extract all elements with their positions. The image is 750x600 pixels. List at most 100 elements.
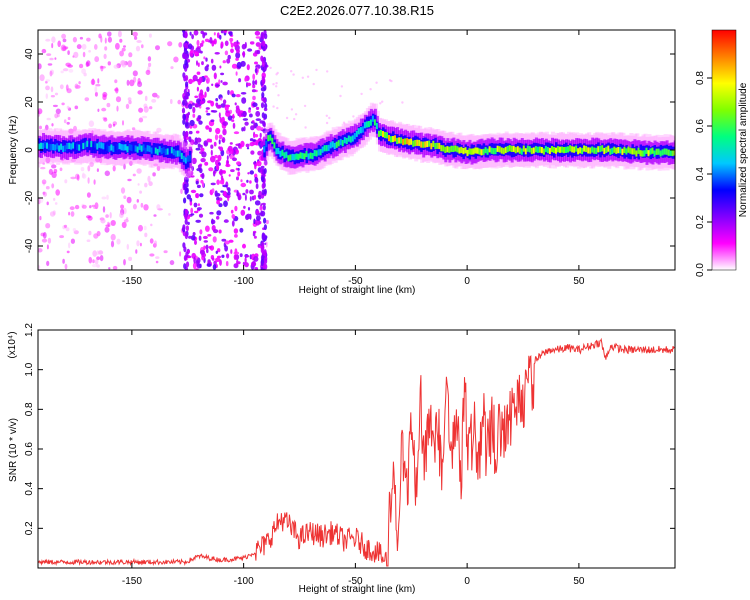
ridge-cell [293,154,296,161]
speckle [252,73,256,81]
speckle [208,245,212,249]
speckle [126,196,132,204]
speckle [254,30,261,36]
speckle [306,75,310,78]
speckle [182,114,187,120]
speckle [199,193,204,198]
speckle [203,56,206,60]
speckle [184,42,188,49]
speckle [200,144,203,149]
speckle [74,105,79,110]
speckle [216,104,222,109]
speckle [226,58,231,64]
speckle [194,103,200,108]
speckle [189,119,195,127]
speckle [191,34,195,40]
speckle [199,50,203,54]
speckle [204,91,207,98]
speckle [263,224,267,231]
speckle [218,139,221,145]
speckle [51,36,56,43]
speckle [132,203,137,210]
ridge-cell [289,154,292,161]
speckle [191,157,197,165]
ridge-cell [303,153,306,160]
speckle [65,227,70,232]
ridge-cell [436,142,439,149]
ridge-cell [615,147,618,154]
speckle [242,52,246,56]
ridge-cell [102,143,105,150]
speckle [231,220,235,227]
speckle [248,109,251,113]
speckle [204,161,209,166]
speckle [197,164,202,169]
ridge-cell [132,145,135,153]
speckle [244,77,248,82]
speckle [200,30,204,35]
speckle [67,50,70,55]
speckle [207,234,212,237]
speckle [234,248,238,255]
speckle [97,78,100,84]
speckle [177,99,181,105]
speckle [198,235,202,241]
speckle [241,97,247,104]
speckle [144,182,148,188]
speckle [196,39,200,47]
ridge-cell [432,140,435,147]
speckle [205,110,209,113]
speckle [210,119,215,122]
speckle [235,57,239,61]
speckle [246,147,250,150]
speckle [39,74,45,82]
y-tick-label: -20 [24,190,35,205]
speckle [192,74,198,82]
speckle [179,251,182,257]
ridge-cell [420,141,423,148]
speckle [126,243,129,250]
ridge-cell [148,145,151,152]
speckle [128,100,132,105]
speckle [213,32,216,36]
ridge-cell [524,148,527,155]
ridge-cell [478,148,481,155]
speckle [96,168,99,173]
speckle [215,84,221,87]
speckle [312,82,315,86]
ridge-cell [78,144,81,151]
speckle [261,92,265,98]
speckle [240,209,246,216]
ridge-cell [365,121,368,128]
speckle [228,31,233,36]
speckle [184,213,188,220]
speckle [325,121,329,125]
ridge-cell [400,137,403,144]
speckle [45,156,51,164]
speckle [206,86,210,92]
speckle [110,220,116,226]
speckle [190,171,194,176]
speckle [203,32,208,36]
ridge-cell [444,146,447,153]
speckle [260,127,264,130]
speckle [379,102,382,105]
ridge-cell [416,139,419,146]
speckle [70,238,75,244]
speckle [242,118,249,121]
ridge-cell [384,131,386,139]
speckle [304,126,307,129]
ridge-cell [38,143,40,150]
ridge-cell [128,143,131,151]
speckle [47,237,52,244]
ridge-cell [516,146,519,153]
ridge-cell [589,147,592,154]
ridge-cell [476,147,479,154]
speckle [220,72,225,76]
speckle [132,70,138,77]
ridge-cell [269,134,272,141]
speckle [215,127,221,135]
ridge-cell [637,147,640,154]
ridge-cell [464,147,467,154]
speckle [260,55,264,62]
